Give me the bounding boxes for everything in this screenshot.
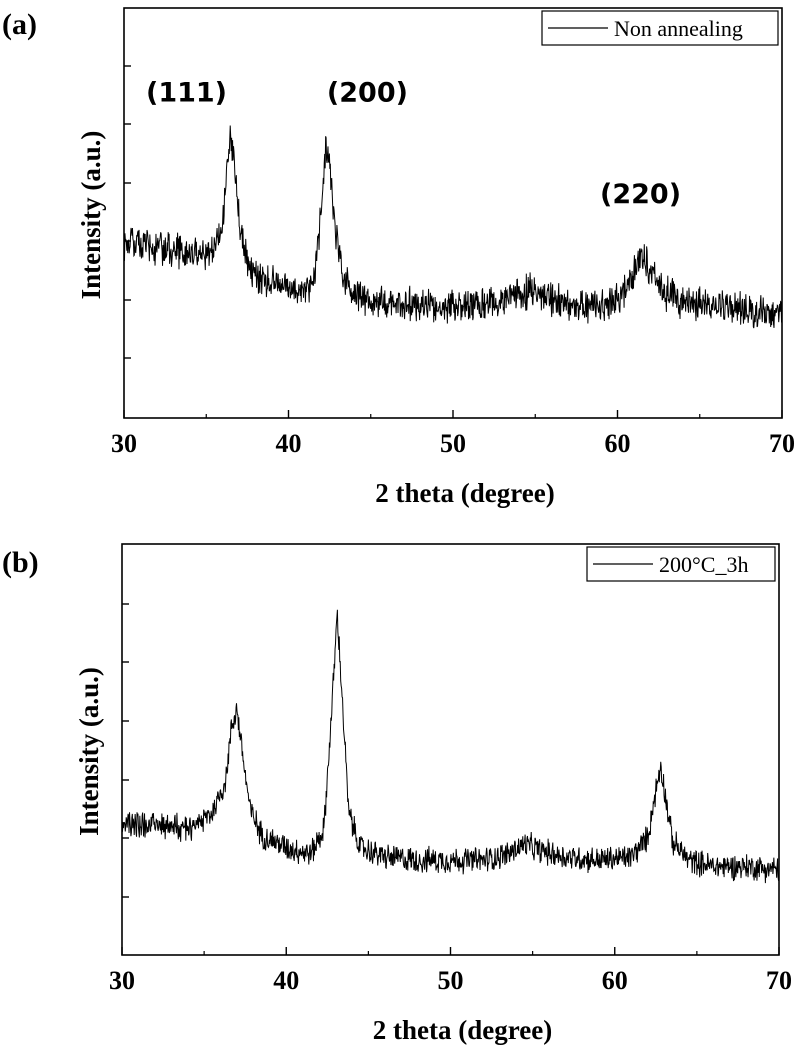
legend: 200°C_3h [586, 546, 776, 582]
x-tick-label: 60 [605, 429, 631, 458]
x-tick-label: 50 [438, 966, 464, 995]
chart-panel-a: (a) 30 40 50 60 70 2 theta (degree) Intensity (… [2, 7, 795, 508]
series-line [121, 609, 780, 884]
peak-annotation: (220) [600, 179, 681, 210]
x-tick-label: 60 [602, 966, 628, 995]
panel-label: (a) [2, 8, 37, 41]
legend-label: Non annealing [614, 16, 743, 41]
x-axis-label: 2 theta (degree) [375, 478, 554, 508]
y-axis-label: Intensity (a.u.) [74, 667, 104, 836]
x-tick-label: 70 [769, 429, 795, 458]
peak-annotation: (200) [327, 77, 408, 108]
x-tick-label: 40 [273, 966, 299, 995]
x-tick-label: 30 [111, 429, 137, 458]
series-line [123, 125, 783, 329]
legend: Non annealing [541, 10, 779, 46]
x-axis-label: 2 theta (degree) [373, 1015, 552, 1045]
x-tick-label: 30 [109, 966, 135, 995]
peak-annotation: (111) [146, 77, 227, 108]
chart-panel-b: (b) 30 40 50 60 70 2 theta (degree) Intensity (… [2, 543, 792, 1045]
x-tick-label: 50 [440, 429, 466, 458]
panel-label: (b) [2, 546, 39, 579]
legend-label: 200°C_3h [659, 552, 748, 577]
x-tick-label: 70 [766, 966, 792, 995]
x-tick-label: 40 [276, 429, 302, 458]
y-axis-label: Intensity (a.u.) [76, 131, 106, 300]
plot-frame [121, 543, 780, 956]
